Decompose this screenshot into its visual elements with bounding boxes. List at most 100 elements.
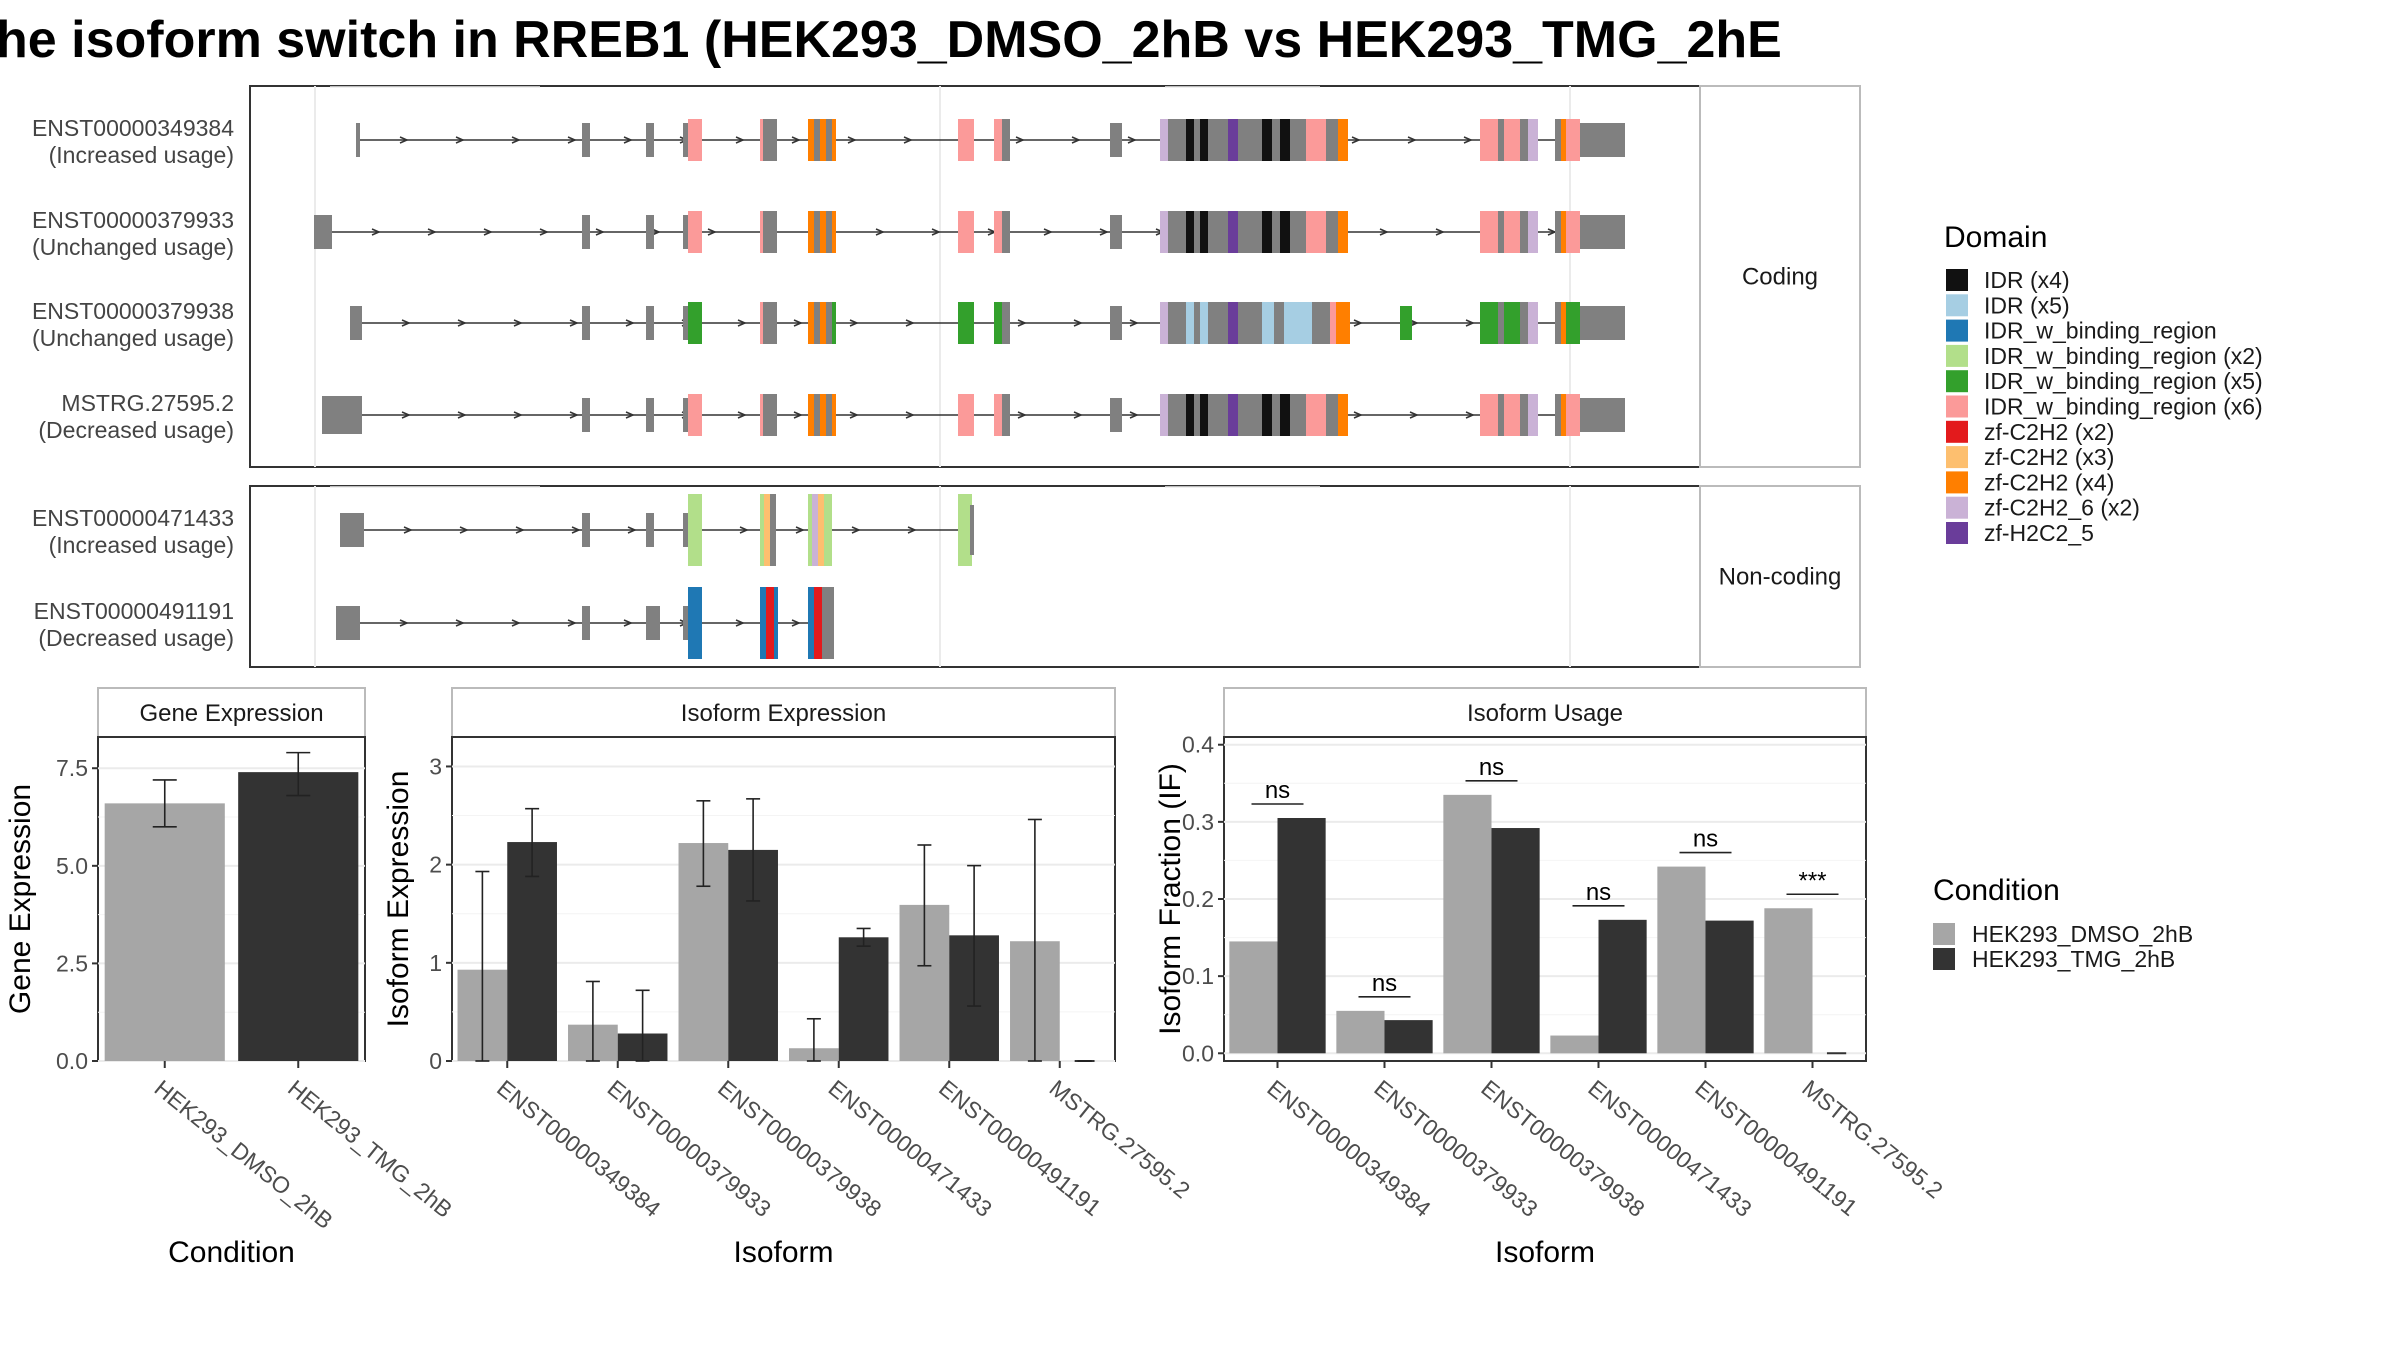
exon-block [760, 494, 764, 566]
panel-frame [451, 736, 1116, 1062]
domain-legend-label: zf-H2C2_5 [1984, 520, 2094, 546]
strand-arrow [849, 319, 859, 327]
exon-block [1555, 119, 1561, 161]
exon-block [1400, 306, 1412, 340]
y-tick-label: 1 [429, 950, 442, 976]
domain-legend-swatch [1946, 370, 1968, 393]
exon-block [760, 302, 764, 344]
exon-block [763, 119, 777, 161]
facet-strip [1699, 485, 1861, 668]
isoform-usage-label: (Increased usage) [49, 142, 234, 168]
x-axis-title: Condition [168, 1236, 295, 1269]
strand-arrow [737, 411, 747, 419]
exon-block [820, 211, 826, 253]
exon-block [1520, 302, 1528, 344]
exon-block [1504, 302, 1520, 344]
exon-block [683, 306, 690, 340]
exon-block [1272, 119, 1280, 161]
y-tick-label: 3 [429, 753, 442, 779]
exon-block [582, 123, 590, 157]
domain-legend-swatch [1946, 522, 1968, 544]
exon-block [582, 513, 590, 547]
condition-legend-title: Condition [1933, 874, 2060, 907]
strand-arrow [651, 228, 661, 236]
exon-block [1498, 394, 1504, 436]
exon-block [1194, 302, 1200, 344]
strand-arrow [427, 228, 437, 236]
strand-arrow [515, 526, 525, 534]
condition-legend-swatch [1933, 923, 1955, 945]
strand-arrow [569, 319, 579, 327]
condition-legend-swatch [1933, 948, 1955, 970]
domain-legend-label: zf-C2H2 (x4) [1984, 469, 2114, 495]
strand-arrow [791, 136, 801, 144]
isoform-id-label: ENST00000491191 [34, 598, 234, 624]
exon-block [688, 119, 702, 161]
exon-block [1504, 394, 1520, 436]
domain-legend-label: zf-C2H2 (x3) [1984, 444, 2114, 470]
domain-legend-swatch [1946, 344, 1968, 367]
exon-block [1238, 302, 1262, 344]
exon-block [1208, 119, 1228, 161]
exon-block [1520, 394, 1528, 436]
exon-block [1262, 394, 1272, 436]
isoform-usage-label: (Unchanged usage) [32, 234, 234, 260]
strand-arrow [1463, 136, 1473, 144]
strand-arrow [627, 526, 637, 534]
strand-arrow [903, 136, 913, 144]
exon-block [764, 494, 770, 566]
exon-block [582, 606, 590, 640]
strand-arrow [1409, 319, 1419, 327]
exon-block [1110, 123, 1122, 157]
exon-block [1168, 302, 1186, 344]
significance-label: ns [1265, 777, 1290, 804]
strand-arrow [793, 411, 803, 419]
x-axis-title: Isoform [733, 1236, 833, 1269]
strand-arrow [625, 319, 635, 327]
exon-block [1566, 394, 1580, 436]
condition-legend-label: HEK293_DMSO_2hB [1972, 921, 2193, 947]
strand-arrow [567, 619, 577, 627]
exon-block [1160, 211, 1168, 253]
exon-block [688, 394, 702, 436]
y-axis-title: Gene Expression [4, 784, 37, 1014]
exon-block [1306, 211, 1326, 253]
significance-label: ns [1479, 754, 1504, 781]
exon-block [1186, 119, 1194, 161]
strand-arrow [849, 411, 859, 419]
exon-block [766, 587, 774, 659]
strand-arrow [1409, 411, 1419, 419]
exon-block [958, 211, 974, 253]
panel-strip [1223, 687, 1867, 738]
strand-arrow [1127, 136, 1137, 144]
exon-block [1528, 211, 1538, 253]
exon-block [1194, 119, 1200, 161]
facet-label: Coding [1742, 264, 1818, 291]
strand-arrow [1379, 228, 1389, 236]
strand-arrow [623, 136, 633, 144]
y-tick-label: 2 [429, 852, 442, 878]
exon-block [1528, 302, 1538, 344]
isoform-usage-label: (Increased usage) [49, 532, 234, 558]
exon-block [350, 306, 362, 340]
significance-label: ns [1372, 970, 1397, 997]
exon-block [1306, 119, 1326, 161]
strand-arrow [459, 526, 469, 534]
strand-arrow [791, 619, 801, 627]
exon-block [1326, 211, 1338, 253]
strand-arrow [401, 411, 411, 419]
exon-block [808, 119, 814, 161]
exon-block [826, 211, 832, 253]
exon-block [1160, 302, 1168, 344]
y-tick-label: 0.3 [1182, 809, 1214, 835]
exon-block [1336, 302, 1350, 344]
exon-block [808, 587, 814, 659]
significance-label: *** [1798, 867, 1826, 894]
bar [1657, 866, 1706, 1054]
domain-legend-swatch [1946, 446, 1968, 469]
panel-title: Gene Expression [139, 700, 323, 727]
strand-arrow [511, 136, 521, 144]
exon-block [1194, 394, 1200, 436]
exon-block [1338, 211, 1348, 253]
